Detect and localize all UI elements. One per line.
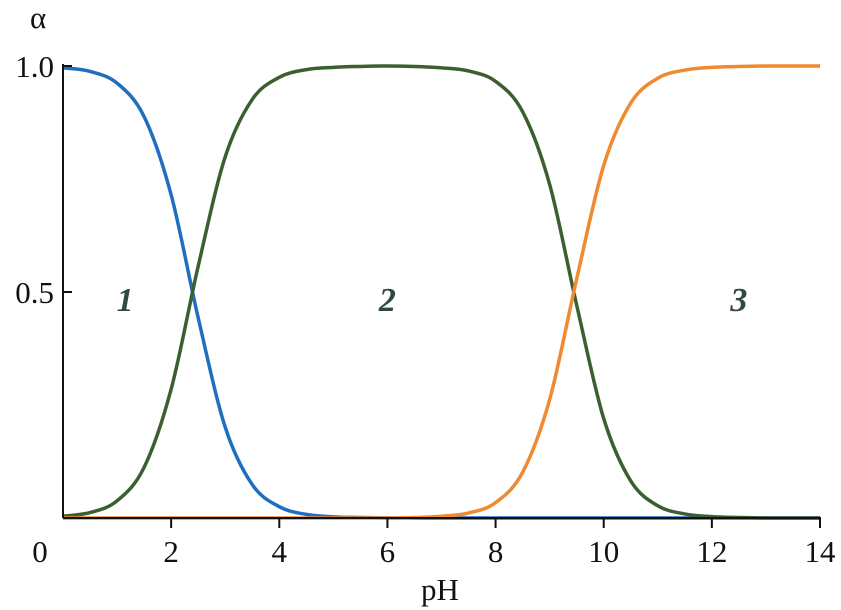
x-tick-label: 2	[163, 534, 179, 569]
x-tick-label: 10	[588, 534, 619, 569]
x-tick-label: 0	[32, 534, 48, 569]
y-ticks: 0.5 1.0	[15, 49, 72, 310]
curve-label-2: 2	[378, 282, 396, 319]
x-ticks: 0 2 4 6 8 10 12 14	[32, 518, 836, 569]
x-tick-label: 6	[380, 534, 396, 569]
y-tick-label: 0.5	[15, 275, 54, 310]
series-1-line	[62, 66, 820, 520]
series-3-line	[63, 64, 820, 520]
x-tick-label: 4	[272, 534, 288, 569]
curve-labels: 1 2 3	[117, 282, 748, 319]
series-2-line	[62, 64, 820, 520]
x-axis-label: pH	[421, 572, 459, 607]
y-tick-label: 1.0	[15, 49, 54, 84]
curves	[62, 64, 820, 520]
curve-label-3: 3	[729, 282, 747, 319]
x-tick-label: 12	[696, 534, 727, 569]
y-axis-label: α	[30, 0, 46, 35]
x-tick-label: 8	[488, 534, 504, 569]
x-tick-label: 14	[805, 534, 837, 569]
curve-label-1: 1	[117, 282, 134, 319]
